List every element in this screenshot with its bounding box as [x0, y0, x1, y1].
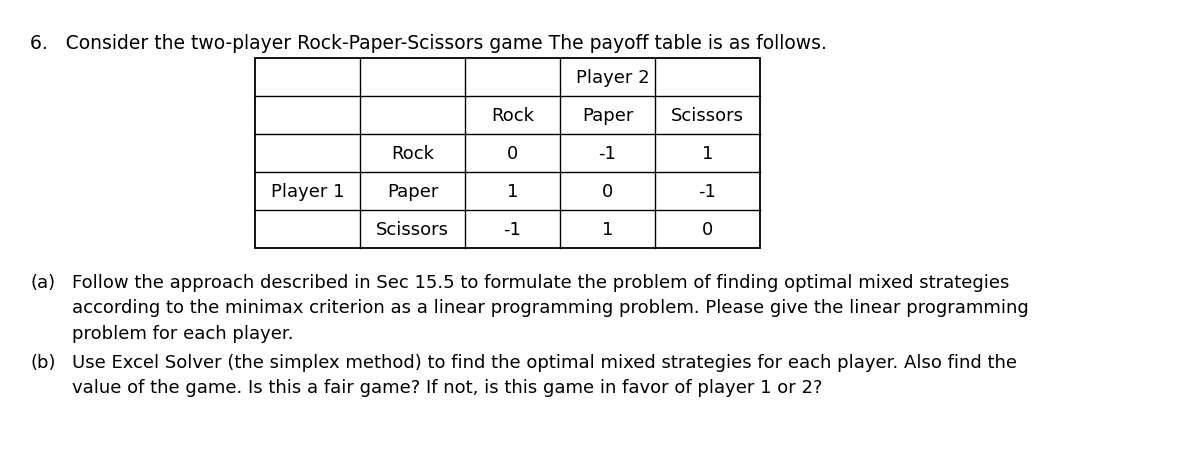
Text: Player 2: Player 2 — [576, 69, 649, 87]
Text: Player 1: Player 1 — [271, 182, 344, 200]
Text: 0: 0 — [602, 182, 613, 200]
Text: according to the minimax criterion as a linear programming problem. Please give : according to the minimax criterion as a … — [72, 299, 1028, 317]
Text: Scissors: Scissors — [376, 220, 449, 238]
Text: (b): (b) — [30, 353, 55, 371]
Text: 1: 1 — [602, 220, 613, 238]
Text: value of the game. Is this a fair game? If not, is this game in favor of player : value of the game. Is this a fair game? … — [72, 378, 822, 396]
Text: Follow the approach described in Sec 15.5 to formulate the problem of finding op: Follow the approach described in Sec 15.… — [72, 274, 1009, 291]
Text: Rock: Rock — [491, 107, 534, 125]
Text: 0: 0 — [702, 220, 713, 238]
Text: 1: 1 — [702, 144, 713, 163]
Text: 0: 0 — [506, 144, 518, 163]
Text: Scissors: Scissors — [671, 107, 744, 125]
Text: -1: -1 — [698, 182, 716, 200]
Text: Paper: Paper — [582, 107, 634, 125]
Text: Rock: Rock — [391, 144, 434, 163]
Text: -1: -1 — [504, 220, 522, 238]
Text: problem for each player.: problem for each player. — [72, 324, 294, 342]
Text: Paper: Paper — [386, 182, 438, 200]
Text: (a): (a) — [30, 274, 55, 291]
Text: 6.   Consider the two-player Rock-Paper-Scissors game The payoff table is as fol: 6. Consider the two-player Rock-Paper-Sc… — [30, 34, 827, 53]
Bar — [254, 59, 760, 249]
Text: Use Excel Solver (the simplex method) to find the optimal mixed strategies for e: Use Excel Solver (the simplex method) to… — [72, 353, 1018, 371]
Text: 1: 1 — [506, 182, 518, 200]
Text: -1: -1 — [599, 144, 617, 163]
